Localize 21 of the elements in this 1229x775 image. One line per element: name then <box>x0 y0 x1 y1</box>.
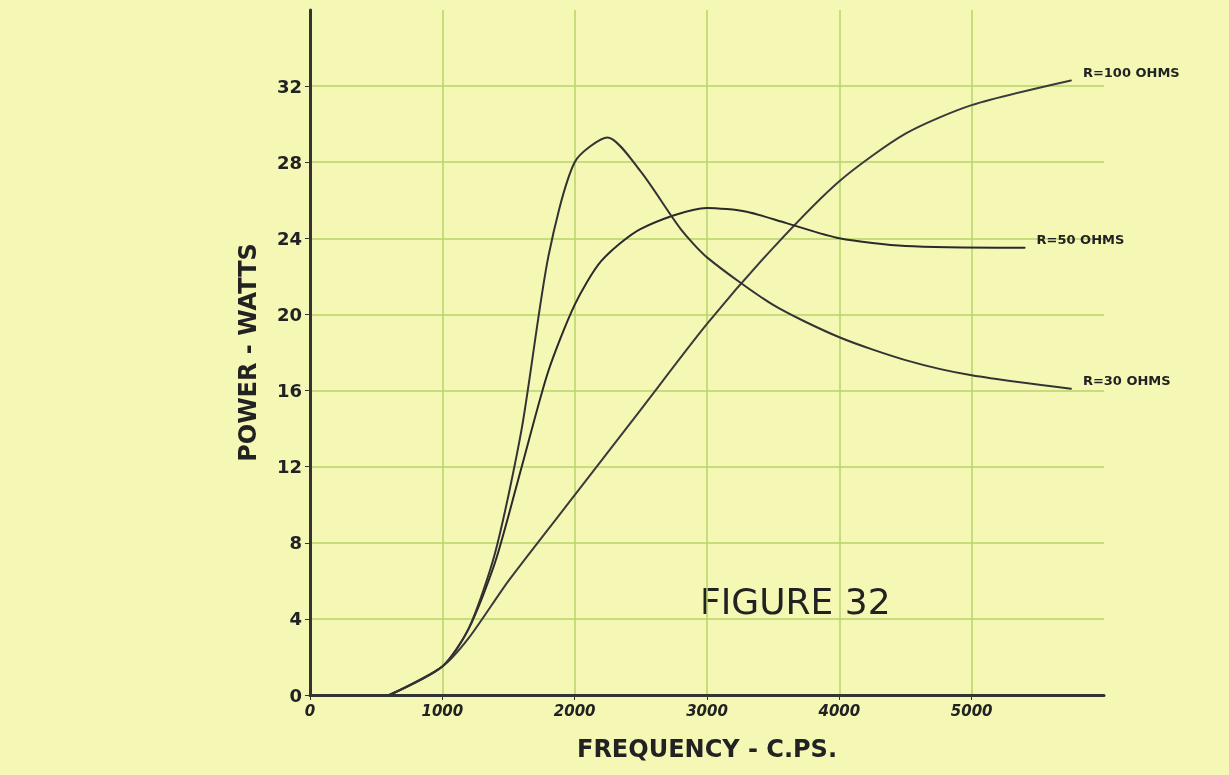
x-tick-label: 5000 <box>950 701 993 720</box>
y-tick-label: 0 <box>289 684 302 706</box>
series-label: R=50 OHMS <box>1036 232 1125 248</box>
annotation: FIGURE 32 <box>700 580 891 622</box>
x-tick-label: 1000 <box>421 701 464 720</box>
y-tick-label: 24 <box>276 227 302 249</box>
series-label: R=100 OHMS <box>1082 64 1180 80</box>
y-tick-label: 12 <box>276 456 302 478</box>
y-tick-label: 20 <box>276 303 302 325</box>
y-tick-label: 32 <box>276 75 302 97</box>
y-tick-label: 16 <box>276 380 302 402</box>
x-axis-title: FREQUENCY - C.PS. <box>576 735 838 763</box>
y-tick-label: 28 <box>276 151 302 173</box>
y-axis-title: POWER - WATTS <box>234 243 262 462</box>
x-tick-label: 4000 <box>817 701 861 720</box>
series-label: R=30 OHMS <box>1082 373 1171 389</box>
x-tick-label: 3000 <box>686 701 728 720</box>
x-tick-label: 0 <box>304 701 316 720</box>
y-tick-label: 4 <box>289 608 302 630</box>
x-tick-label: 2000 <box>553 701 596 720</box>
y-tick-label: 8 <box>289 532 302 554</box>
